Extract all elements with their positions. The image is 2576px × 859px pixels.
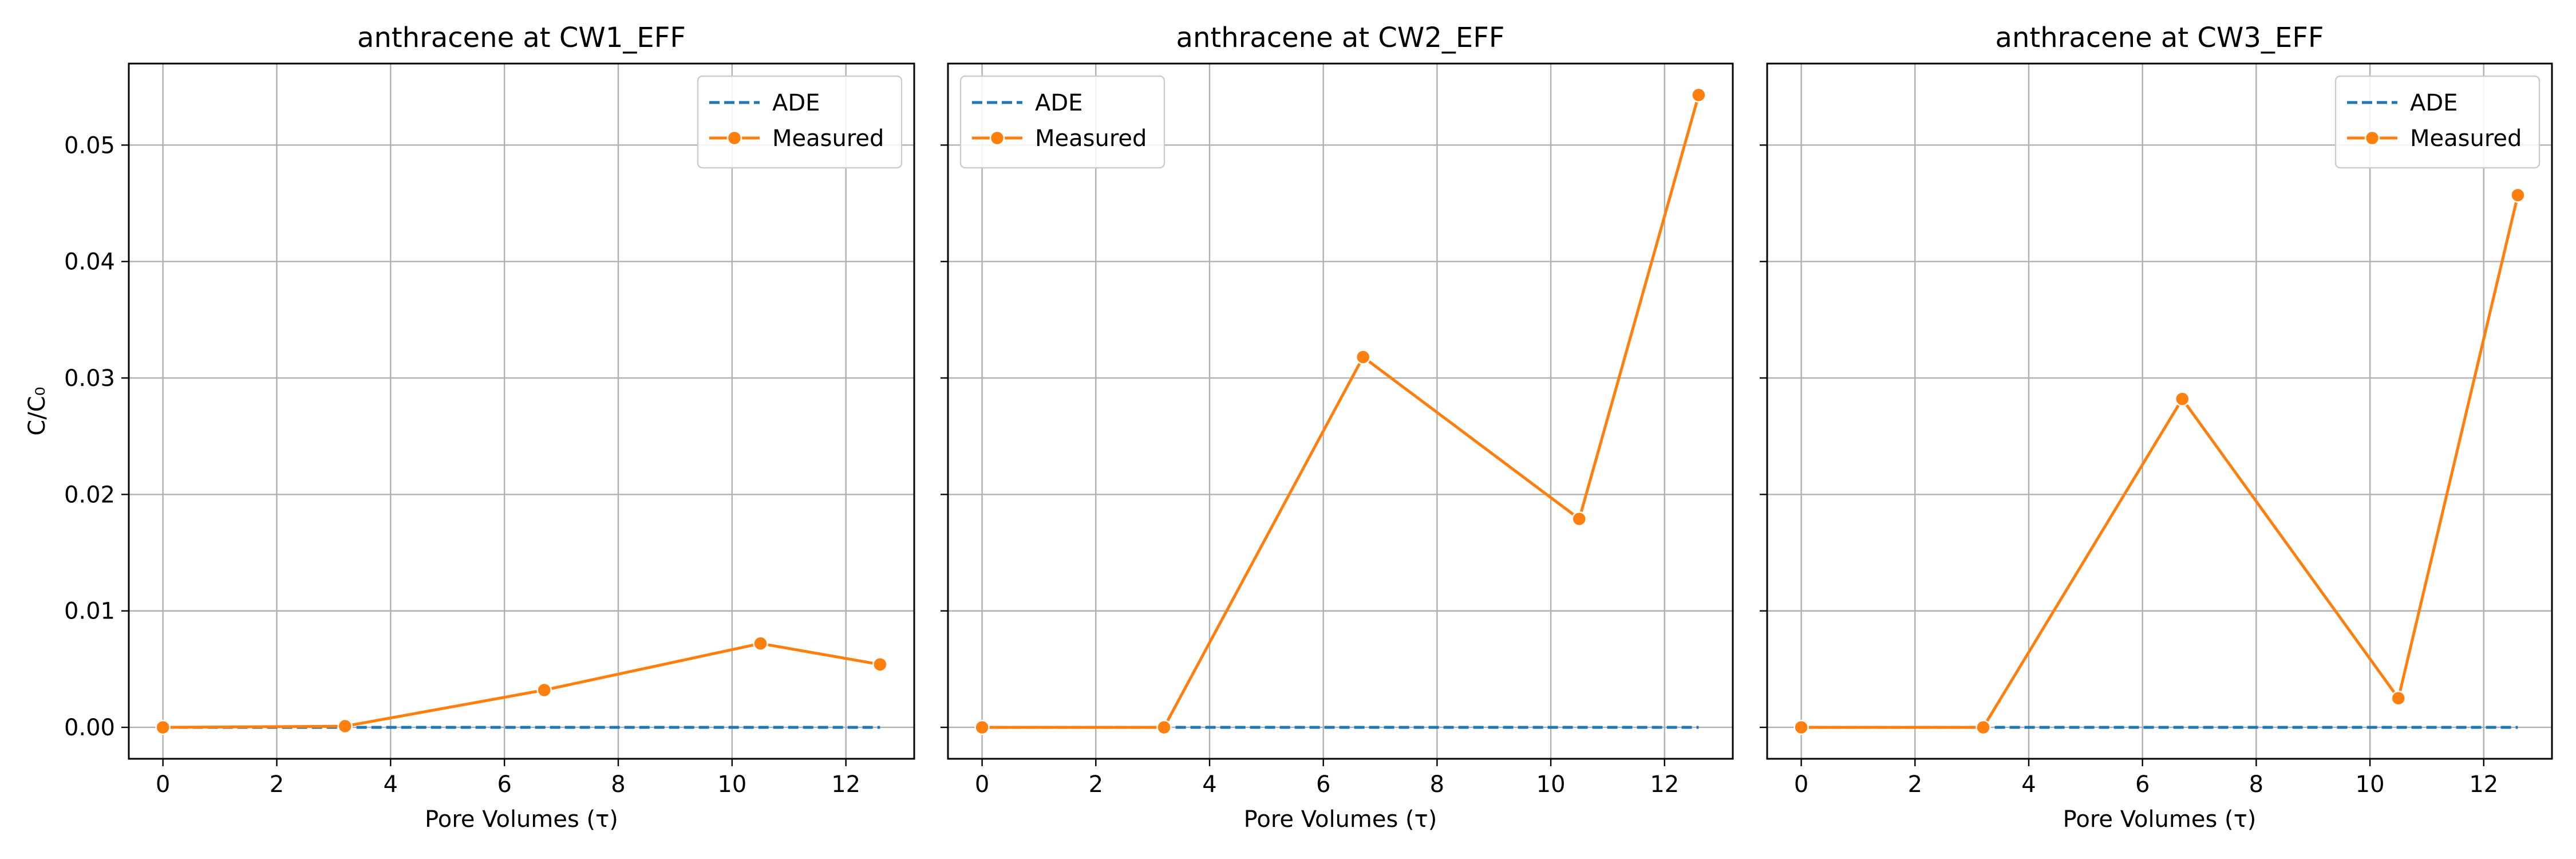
legend-label: Measured xyxy=(1035,125,1147,152)
chart-title: anthracene at CW2_EFF xyxy=(1176,22,1505,54)
chart-panel-3: 0 2 4 6 8 10 12 anthracene at CW3_EFF Pore Volum… xyxy=(1760,22,2553,833)
legend-label: ADE xyxy=(1035,90,1082,116)
legend: ADE Measured xyxy=(2334,75,2541,169)
y-tick-label: 0.00 xyxy=(64,715,115,741)
y-axis-label: C/C₀ xyxy=(24,387,50,435)
x-tick-label: 2 xyxy=(270,771,284,798)
x-tick-label: 4 xyxy=(384,771,398,798)
axes-frame xyxy=(1766,62,2553,760)
x-tick-label: 0 xyxy=(1794,771,1808,798)
x-tick-label: 2 xyxy=(1089,771,1103,798)
chart-panel-2: 0 2 4 6 8 10 12 anthracene at CW2_EFF Pore Volum… xyxy=(941,22,1734,833)
x-axis-label: Pore Volumes (τ) xyxy=(1244,806,1437,833)
data-point-measured xyxy=(1976,719,1991,735)
chart-title: anthracene at CW3_EFF xyxy=(1996,22,2324,54)
data-point-measured xyxy=(2391,691,2407,706)
legend-box xyxy=(697,75,903,169)
data-point-measured xyxy=(2510,187,2526,203)
x-tick-label: 2 xyxy=(1908,771,1922,798)
legend-marker xyxy=(726,130,742,146)
axes-frame xyxy=(128,62,915,760)
x-tick-label: 10 xyxy=(717,771,746,798)
x-tick-label: 8 xyxy=(2249,771,2263,798)
data-point-measured xyxy=(1793,719,1809,735)
y-tick-label: 0.01 xyxy=(64,598,115,625)
x-tick-label: 0 xyxy=(975,771,989,798)
legend-label: ADE xyxy=(772,90,820,116)
legend-marker xyxy=(2364,130,2380,146)
x-tick-label: 4 xyxy=(1202,771,1216,798)
data-point-measured xyxy=(536,682,552,698)
legend: ADE Measured xyxy=(959,75,1165,169)
legend: ADE Measured xyxy=(697,75,903,169)
legend-marker xyxy=(989,130,1005,146)
legend-label: ADE xyxy=(2410,90,2458,116)
x-tick-label: 8 xyxy=(1430,771,1444,798)
x-tick-label: 4 xyxy=(2021,771,2036,798)
legend-box xyxy=(2334,75,2541,169)
legend-label: Measured xyxy=(772,125,884,152)
legend-label: Measured xyxy=(2410,125,2522,152)
data-point-measured xyxy=(753,636,768,651)
x-tick-label: 6 xyxy=(1316,771,1330,798)
x-tick-label: 6 xyxy=(497,771,511,798)
data-point-measured xyxy=(1571,511,1587,527)
data-point-measured xyxy=(155,719,171,735)
chart-title: anthracene at CW1_EFF xyxy=(357,22,686,54)
data-point-measured xyxy=(1355,349,1371,365)
y-tick-label: 0.04 xyxy=(64,249,115,275)
x-tick-label: 12 xyxy=(831,771,860,798)
legend-box xyxy=(959,75,1165,169)
data-point-measured xyxy=(2174,391,2190,407)
x-tick-label: 0 xyxy=(156,771,170,798)
data-point-measured xyxy=(872,657,888,672)
axes-frame xyxy=(947,62,1734,760)
y-tick-label: 0.05 xyxy=(64,132,115,159)
data-point-measured xyxy=(1156,719,1172,735)
data-point-measured xyxy=(337,718,353,734)
data-point-measured xyxy=(1691,87,1706,103)
y-tick-label: 0.03 xyxy=(64,365,115,392)
x-tick-label: 6 xyxy=(2135,771,2150,798)
x-tick-label: 10 xyxy=(1536,771,1566,798)
data-point-measured xyxy=(974,719,990,735)
x-axis-label: Pore Volumes (τ) xyxy=(2063,806,2257,833)
x-tick-label: 10 xyxy=(2356,771,2385,798)
y-tick-label: 0.02 xyxy=(64,482,115,508)
x-tick-label: 12 xyxy=(2469,771,2498,798)
x-tick-label: 8 xyxy=(611,771,625,798)
x-tick-label: 12 xyxy=(1650,771,1679,798)
chart-panel-1: 0 2 4 6 8 10 12 0.00 0.01 0.02 0.03 0.04 0.05 anthrac… xyxy=(24,22,915,833)
x-axis-label: Pore Volumes (τ) xyxy=(425,806,618,833)
